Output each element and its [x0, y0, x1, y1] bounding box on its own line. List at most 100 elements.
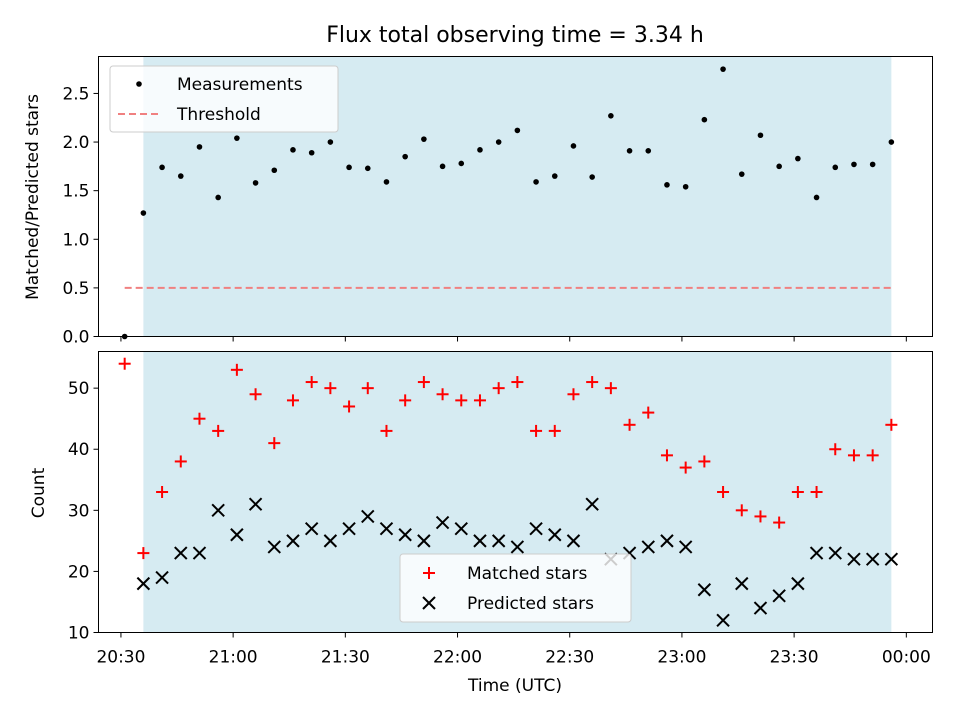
- x-axis-label: Time (UTC): [467, 676, 562, 696]
- matched-star-point: [473, 394, 486, 407]
- legend-matched-marker: [423, 567, 435, 579]
- bottom-legend: Matched stars Predicted stars: [399, 553, 632, 623]
- predicted-star-point: [847, 552, 861, 566]
- measurement-point: [533, 179, 539, 185]
- measurement-point: [495, 139, 502, 145]
- predicted-star-point: [323, 534, 338, 548]
- matched-star-point: [810, 486, 823, 498]
- measurement-point: [290, 147, 296, 153]
- predicted-star-point: [286, 534, 300, 548]
- legend-predicted-marker: [422, 596, 436, 610]
- predicted-star-point: [174, 546, 188, 560]
- matched-star-point: [735, 504, 748, 517]
- predicted-star-point: [230, 528, 244, 542]
- matched-star-point: [268, 437, 281, 450]
- matched-star-point: [417, 376, 430, 389]
- matched-star-point: [586, 376, 599, 389]
- matched-star-point: [212, 424, 225, 437]
- y-tick-label: 2.0: [62, 133, 89, 153]
- measurement-point: [757, 132, 764, 139]
- matched-star-point: [118, 357, 131, 370]
- measurement-point: [252, 180, 259, 186]
- measurement-point: [177, 173, 184, 179]
- x-tick-label: 23:30: [770, 648, 819, 668]
- predicted-star-point: [435, 515, 450, 530]
- x-tick-label: 22:00: [433, 648, 482, 668]
- legend-measurements-marker: [136, 81, 142, 87]
- measurement-point: [364, 165, 371, 172]
- measurement-point: [383, 179, 390, 185]
- y-tick-label: 50: [68, 379, 90, 399]
- matched-star-point: [623, 418, 636, 431]
- measurement-point: [626, 148, 633, 154]
- matched-star-point: [773, 516, 786, 529]
- bottom-y-axis-label: Count: [29, 467, 49, 518]
- predicted-star-point: [398, 528, 412, 542]
- measurement-point: [477, 147, 483, 153]
- y-tick-label: 0.5: [62, 279, 89, 299]
- x-tick-label: 22:30: [545, 648, 594, 668]
- matched-star-point: [399, 394, 412, 407]
- measurement-point: [720, 66, 726, 72]
- matched-star-point: [847, 449, 860, 462]
- predicted-star-point: [211, 503, 225, 518]
- matched-star-point: [717, 486, 730, 498]
- predicted-star-point: [660, 534, 674, 548]
- predicted-star-point: [304, 521, 319, 536]
- measurement-point: [682, 183, 689, 190]
- matched-star-point: [567, 388, 580, 401]
- bottom-panel: 10 20 30 40 50 20:30 21:00 21:30 22:00 22:30 23:00…: [29, 351, 933, 696]
- measurement-point: [346, 164, 352, 171]
- predicted-star-point: [454, 521, 468, 536]
- y-tick-label: 10: [68, 624, 90, 644]
- predicted-star-point: [267, 540, 281, 554]
- predicted-star-point: [342, 521, 356, 536]
- legend-threshold-label: Threshold: [176, 105, 261, 125]
- predicted-star-point: [529, 521, 543, 536]
- measurement-point: [271, 167, 278, 174]
- top-panel: 0.0 0.5 1.0 1.5 2.0 2.5 Matched/Predicted sta…: [23, 56, 933, 348]
- measurement-point: [701, 116, 708, 123]
- measurement-point: [514, 127, 521, 134]
- measurement-point: [664, 182, 670, 188]
- predicted-star-point: [379, 521, 394, 536]
- x-tick-label: 23:00: [657, 648, 706, 668]
- matched-star-point: [286, 394, 299, 407]
- predicted-star-point: [361, 509, 375, 524]
- measurement-point: [888, 139, 895, 145]
- predicted-star-point: [791, 576, 805, 591]
- measurement-point: [402, 153, 408, 160]
- legend-matched-label: Matched stars: [467, 564, 587, 584]
- measurement-point: [589, 174, 595, 180]
- measurement-point: [608, 113, 614, 119]
- measurement-point: [738, 171, 745, 177]
- measurement-point: [458, 160, 465, 167]
- predicted-star-point: [248, 497, 263, 511]
- predicted-star-point: [417, 534, 431, 548]
- top-legend: Measurements Threshold: [109, 65, 339, 133]
- matched-star-point: [380, 424, 393, 437]
- measurement-point: [439, 163, 446, 170]
- measurement-point: [813, 194, 820, 201]
- x-tick-label: 20:30: [96, 648, 145, 668]
- matched-star-point: [885, 418, 898, 431]
- matched-star-point: [791, 486, 804, 498]
- predicted-star-point: [566, 534, 581, 548]
- bottom-axes-frame: [98, 351, 933, 633]
- predicted-star-point: [735, 576, 749, 591]
- predicted-star-point: [192, 546, 207, 560]
- matched-star-point: [866, 449, 879, 462]
- measurement-point: [215, 194, 221, 201]
- matched-star-point: [548, 424, 561, 437]
- matched-star-point: [604, 382, 617, 395]
- matched-star-point: [361, 382, 374, 395]
- matched-star-point: [642, 406, 655, 419]
- predicted-star-point: [585, 497, 599, 511]
- matched-star-point: [455, 394, 468, 407]
- matched-star-point: [193, 412, 206, 425]
- measurement-point: [851, 161, 857, 168]
- measurement-point: [234, 135, 240, 141]
- predicted-star-point: [697, 583, 712, 597]
- measurement-point: [327, 139, 334, 145]
